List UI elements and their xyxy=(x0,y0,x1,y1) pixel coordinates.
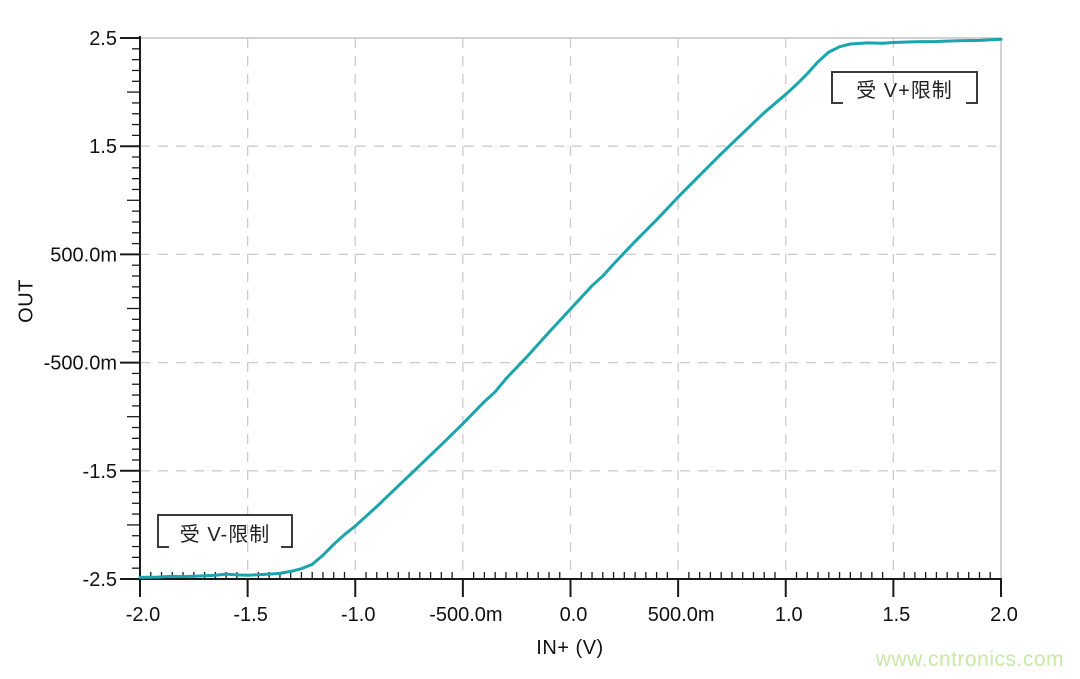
x-tick-label: 2.0 xyxy=(990,604,1018,626)
y-axis-title: OUT xyxy=(15,279,38,323)
x-axis-title: IN+ (V) xyxy=(536,637,604,659)
y-tick-label: 2.5 xyxy=(89,28,117,50)
x-tick-label: 500.0m xyxy=(648,604,715,626)
x-tick-label: 1.0 xyxy=(775,604,803,626)
y-tick-label: -500.0m xyxy=(44,353,117,375)
y-tick-label: 500.0m xyxy=(50,244,117,266)
y-tick-label: 1.5 xyxy=(89,136,117,158)
y-tick-label: -2.5 xyxy=(83,569,117,591)
x-tick-label: -1.5 xyxy=(233,604,267,626)
x-tick-label: 1.5 xyxy=(882,604,910,626)
annotation-v-plus-limit: 受 V+限制 xyxy=(831,71,978,104)
annotation-v-minus-label: 受 V-限制 xyxy=(179,523,271,546)
x-tick-label: 0.0 xyxy=(560,604,588,626)
annotation-v-minus-limit: 受 V-限制 xyxy=(157,514,293,548)
x-tick-label: -500.0m xyxy=(429,604,502,626)
x-tick-label: -2.0 xyxy=(126,604,160,626)
watermark-text: www.cntronics.com xyxy=(875,648,1064,671)
annotation-v-plus-label: 受 V+限制 xyxy=(856,80,953,102)
x-tick-label: -1.0 xyxy=(341,604,375,626)
y-tick-label: -1.5 xyxy=(83,461,117,483)
transfer-curve xyxy=(138,37,1003,579)
